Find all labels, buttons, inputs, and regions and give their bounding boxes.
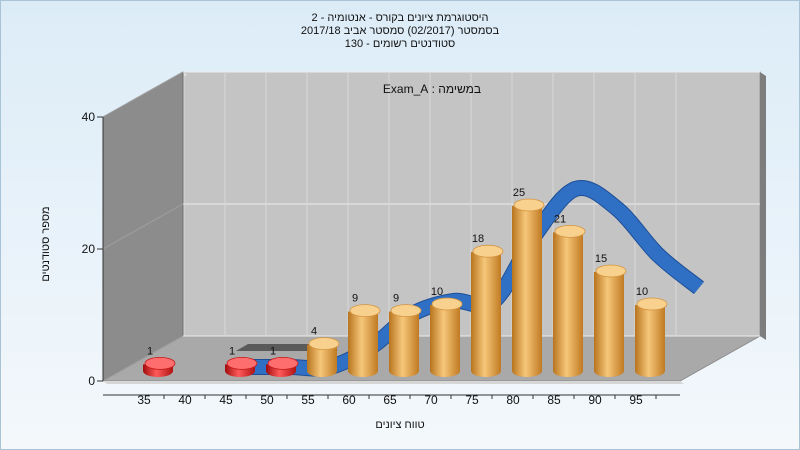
task-annotation: במשימה : Exam_A (383, 82, 481, 96)
bar-value-label: 9 (393, 293, 399, 305)
bar-top (226, 356, 258, 370)
bar-95: 10 (635, 286, 668, 377)
bar-base (348, 365, 378, 377)
chart-title-line-2: בסמסטר (02/2017) סמסטר אביב 2017/18 (300, 25, 500, 37)
bar-base (635, 365, 665, 377)
bar-60: 9 (348, 293, 381, 377)
side-gridline (102, 335, 184, 382)
chart-title-line-3: סטודנטים רשומים - 130 (344, 38, 456, 50)
x-tick-label: 95 (629, 393, 643, 407)
bar-body (594, 272, 624, 371)
bar-top (472, 244, 504, 258)
bar-top (267, 356, 299, 370)
bar-35: 1 (143, 345, 176, 377)
x-tick-label: 85 (547, 393, 561, 407)
x-tick-label: 75 (465, 393, 479, 407)
y-tick-label: 20 (82, 242, 96, 256)
bar-body (430, 305, 460, 371)
bar-base (594, 365, 624, 377)
bar-value-label: 9 (352, 293, 358, 305)
x-tick-label: 35 (137, 393, 151, 407)
bar-45: 1 (225, 345, 258, 377)
wall-edge (760, 72, 766, 340)
bar-body (512, 206, 542, 371)
y-tick-label: 40 (82, 110, 96, 124)
bar-base (471, 365, 501, 377)
bar-90: 15 (594, 253, 627, 377)
bar-top (431, 297, 463, 311)
bar-50: 1 (266, 345, 299, 377)
bar-top (144, 356, 176, 370)
bar-top (636, 297, 668, 311)
bar-65: 9 (389, 293, 422, 377)
bar-top (554, 224, 586, 238)
bar-top (513, 198, 545, 212)
side-gridline (102, 71, 184, 118)
bar-55: 4 (307, 326, 340, 377)
bar-85: 21 (553, 213, 586, 377)
bar-value-label: 21 (554, 213, 566, 225)
side-gridline (102, 203, 184, 250)
bar-base (307, 365, 337, 377)
bar-base (389, 365, 419, 377)
bar-value-label: 1 (147, 345, 153, 357)
y-tick-label: 0 (88, 374, 95, 388)
bar-value-label: 10 (431, 286, 443, 298)
x-tick-label: 65 (383, 393, 397, 407)
bar-top (390, 304, 422, 318)
y-axis-title: מספר סטודנטים (40, 206, 52, 282)
chart-title-line-1: היסטוגרמת ציונים בקורס - אנטומיה - 2 (311, 12, 489, 24)
bar-75: 18 (471, 233, 504, 377)
x-tick-label: 70 (424, 393, 438, 407)
bar-value-label: 15 (595, 253, 607, 265)
bar-value-label: 18 (472, 233, 484, 245)
x-tick-label: 60 (342, 393, 356, 407)
bar-value-label: 10 (636, 286, 648, 298)
x-tick-label: 90 (588, 393, 602, 407)
x-tick-label: 40 (178, 393, 192, 407)
x-tick-label: 55 (301, 393, 315, 407)
bar-value-label: 1 (229, 345, 235, 357)
bar-body (553, 232, 583, 371)
bar-top (308, 337, 340, 351)
x-axis-title: טווח ציונים (375, 419, 425, 431)
bar-value-label: 4 (311, 326, 317, 338)
bar-top (595, 264, 627, 278)
bar-base (430, 365, 460, 377)
bar-80: 25 (512, 187, 545, 377)
bar-body (389, 311, 419, 371)
bar-value-label: 1 (270, 345, 276, 357)
bar-body (348, 311, 378, 371)
floor-edge (103, 381, 684, 384)
bar-70: 10 (430, 286, 463, 377)
bar-top (349, 304, 381, 318)
bar-value-label: 25 (513, 187, 525, 199)
bar-base (512, 365, 542, 377)
bar-base (553, 365, 583, 377)
x-tick-label: 45 (219, 393, 233, 407)
x-tick-label: 50 (260, 393, 274, 407)
bar-body (635, 305, 665, 371)
x-tick-label: 80 (506, 393, 520, 407)
bar-body (471, 252, 501, 371)
